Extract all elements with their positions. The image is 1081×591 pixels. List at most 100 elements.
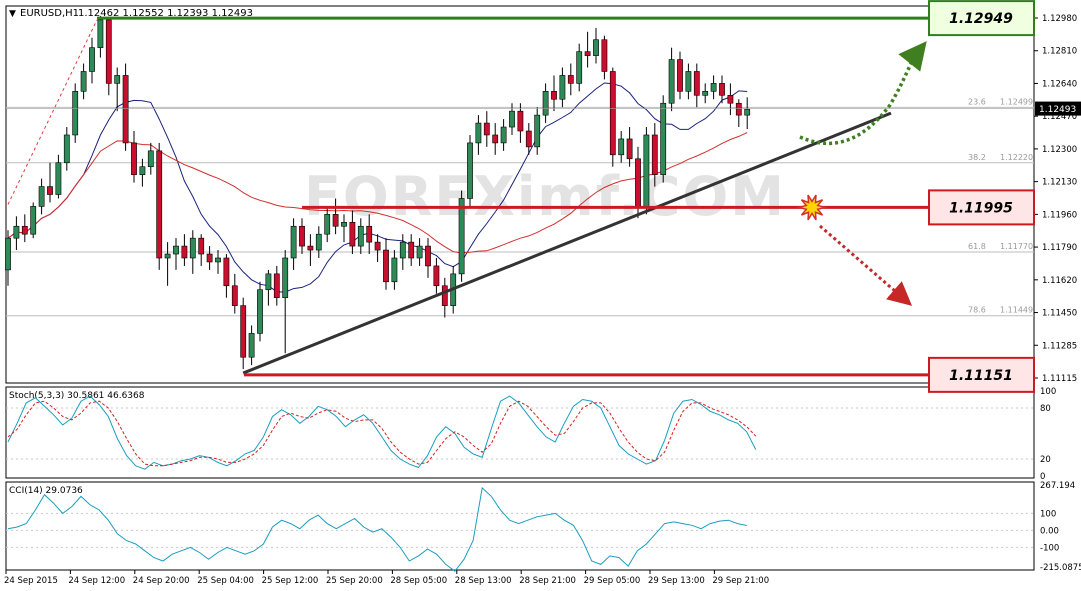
level-box	[928, 0, 1035, 37]
candle	[164, 242, 171, 286]
cci-tick-label: -100	[1040, 543, 1059, 553]
candle	[147, 142, 154, 175]
y-tick-label: 1.12980	[1042, 14, 1077, 24]
candle-body	[643, 134, 650, 207]
candle-body	[601, 39, 608, 72]
candle-body	[299, 225, 305, 247]
candle	[47, 162, 53, 203]
x-tick-label: 25 Sep 12:00	[262, 576, 319, 586]
candle	[651, 123, 658, 187]
candle	[433, 257, 440, 294]
x-tick-label: 28 Sep 05:00	[390, 576, 447, 586]
candle-body	[139, 166, 146, 175]
candle-body	[483, 122, 490, 136]
candle	[231, 273, 238, 314]
fib-price: 1.12220	[1000, 153, 1033, 162]
candle	[551, 75, 557, 112]
candle	[660, 95, 667, 183]
level-label-box: 1.11995	[928, 189, 1035, 226]
candle-body	[89, 47, 95, 72]
candle	[626, 127, 633, 167]
stoch-tick-label: 80	[1040, 404, 1051, 414]
x-tick-label: 25 Sep 04:00	[197, 576, 254, 586]
candle-body	[374, 241, 381, 251]
candle	[685, 63, 692, 100]
candle-body	[635, 158, 641, 207]
candle-body	[223, 257, 230, 287]
candle	[727, 83, 734, 116]
candle-body	[240, 305, 247, 358]
level-box	[928, 356, 1035, 393]
candle	[13, 216, 20, 251]
level-label-box: 1.12949	[928, 0, 1035, 37]
candle-body	[500, 126, 507, 144]
candle-body	[265, 273, 272, 291]
candle	[349, 210, 356, 255]
candle	[525, 123, 532, 155]
candle-body	[609, 71, 616, 156]
candle	[181, 234, 188, 266]
candle	[517, 103, 524, 143]
y-tick-label: 1.12640	[1042, 79, 1077, 89]
candle	[89, 37, 95, 84]
candle-body	[441, 285, 448, 306]
cci-tick-label: 0.00	[1040, 526, 1059, 536]
candle-body	[215, 257, 221, 263]
candle-body	[131, 142, 137, 175]
candle-body	[97, 19, 104, 48]
candle-body	[559, 75, 566, 100]
candle	[72, 83, 79, 143]
candle-body	[593, 39, 599, 56]
candle	[542, 83, 549, 124]
candle-body	[349, 221, 356, 247]
candle-body	[618, 138, 625, 156]
candle	[114, 67, 121, 112]
candle	[483, 111, 490, 147]
stoch-title: Stoch(5,3,3) 30.5861 46.6368	[9, 391, 145, 401]
candle-body	[425, 245, 431, 267]
cci-line	[7, 486, 747, 572]
candle-body	[534, 114, 541, 148]
candle	[156, 142, 163, 270]
candle-body	[525, 130, 532, 148]
candle-body	[206, 253, 213, 263]
candle	[391, 250, 398, 290]
candle-body	[551, 91, 557, 100]
x-tick-label: 29 Sep 13:00	[648, 576, 705, 586]
candle	[5, 230, 11, 286]
x-tick-label: 28 Sep 21:00	[519, 576, 576, 586]
candle-body	[290, 225, 297, 259]
candle	[399, 234, 406, 270]
candle	[475, 115, 482, 155]
y-tick-label: 1.11450	[1042, 309, 1077, 319]
candle-body	[383, 249, 389, 283]
fib-ratio: 38.2	[968, 153, 986, 162]
candle-body	[458, 198, 465, 275]
current-price-label: 1.12493	[1039, 105, 1076, 115]
x-tick-label: 24 Sep 20:00	[133, 576, 190, 586]
candle	[290, 218, 297, 270]
candle	[189, 230, 196, 274]
bullish-arrow	[799, 41, 927, 146]
candle-body	[509, 110, 515, 128]
candle	[719, 75, 725, 104]
main-panel	[5, 5, 1035, 384]
candle-body	[273, 273, 280, 298]
candle	[492, 123, 499, 155]
y-tick-label: 1.12810	[1042, 47, 1077, 57]
fib-price: 1.11770	[1000, 242, 1033, 251]
candle-body	[248, 333, 255, 358]
candle-body	[626, 138, 633, 160]
candle-body	[366, 225, 373, 243]
candle	[257, 281, 263, 342]
candle	[693, 63, 700, 108]
fib-base-dashed-line	[7, 19, 98, 205]
candle-body	[668, 59, 675, 104]
candle-body	[332, 214, 339, 227]
candle	[458, 190, 465, 282]
candle-body	[55, 162, 62, 195]
fib-price: 1.11449	[1000, 306, 1033, 315]
x-tick-label: 28 Sep 13:00	[455, 576, 512, 586]
